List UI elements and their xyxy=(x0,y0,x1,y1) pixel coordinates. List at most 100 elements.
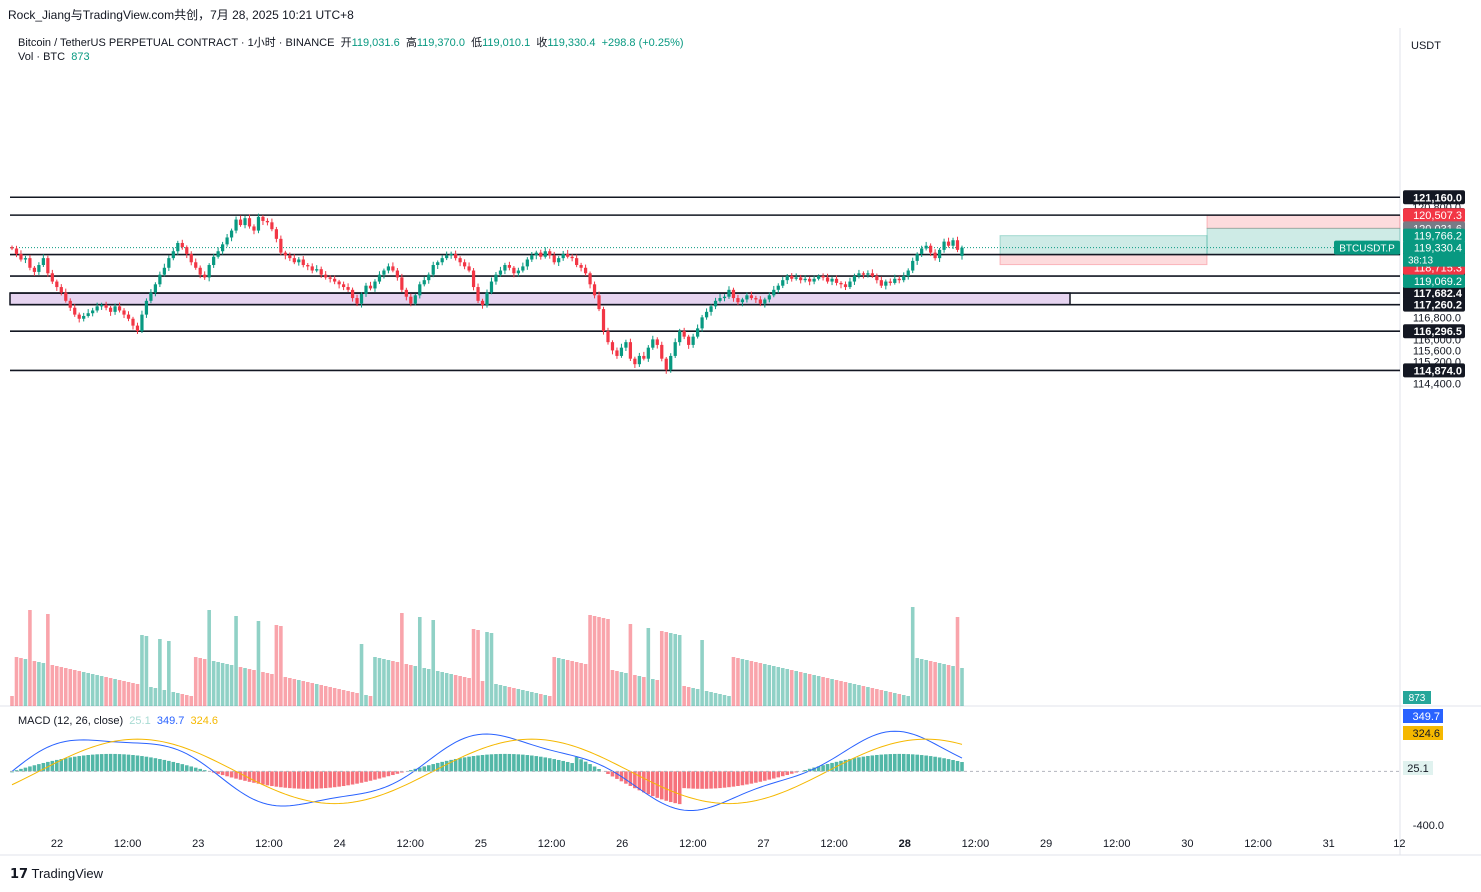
macd-hist-bar xyxy=(341,771,346,787)
volume-bar xyxy=(46,614,50,706)
macd-hist-bar xyxy=(72,756,77,772)
volume-bar xyxy=(530,692,534,706)
candle-body xyxy=(566,254,570,257)
macd-hist-bar xyxy=(202,770,207,772)
volume-bar xyxy=(579,663,583,706)
macd-hist-bar xyxy=(28,766,32,772)
macd-hist-bar xyxy=(821,765,825,772)
candle-body xyxy=(140,314,144,332)
macd-hist-bar xyxy=(86,755,90,772)
macd-hist-bar xyxy=(81,755,86,772)
volume-bar xyxy=(601,618,606,706)
volume-bar xyxy=(404,664,409,706)
close-value: 119,330.4 xyxy=(547,37,596,49)
macd-hist-bar xyxy=(892,753,897,772)
candle-body xyxy=(816,276,821,279)
macd-hist-bar xyxy=(789,771,794,774)
candle-body xyxy=(418,284,422,296)
candle-body xyxy=(722,296,727,299)
candle-body xyxy=(467,266,471,271)
candle-body xyxy=(664,358,668,370)
volume-bar xyxy=(794,671,798,706)
candle-body xyxy=(861,273,866,275)
macd-hist-bar xyxy=(794,771,798,773)
candle-body xyxy=(924,245,928,249)
volume-legend: Vol · BTC 873 xyxy=(18,51,90,63)
macd-hist-bar xyxy=(915,754,919,772)
volume-bar xyxy=(122,681,126,706)
macd-hist-bar xyxy=(534,756,539,772)
macd-hist-bar xyxy=(512,754,516,772)
volume-bar xyxy=(960,668,964,706)
candle-body xyxy=(709,306,713,312)
symbol-tag xyxy=(1334,240,1400,255)
macd-badge xyxy=(1403,709,1443,723)
candle-body xyxy=(575,258,579,266)
candle-body xyxy=(449,254,453,256)
low-value: 119,010.1 xyxy=(482,37,531,49)
macd-hist-bar xyxy=(713,771,718,789)
macd-hist-bar xyxy=(745,771,749,785)
candle-body xyxy=(404,289,408,297)
volume-bar xyxy=(547,696,552,706)
candle-body xyxy=(530,255,534,260)
macd-hist-bar xyxy=(727,771,731,788)
x-tick-label: 12 xyxy=(1393,838,1405,850)
candle-body xyxy=(59,287,63,293)
candle-body xyxy=(113,306,117,312)
volume-bar xyxy=(901,695,906,706)
macd-hist-bar xyxy=(350,771,355,785)
volume-bar xyxy=(928,661,933,706)
macd-hist-bar xyxy=(382,771,386,778)
macd-hist-bar xyxy=(888,754,893,772)
macd-hist-bar xyxy=(588,764,592,772)
candle-body xyxy=(19,254,23,260)
volume-bar xyxy=(884,691,888,706)
level-badge xyxy=(1403,297,1465,312)
volume-bar xyxy=(480,681,485,706)
macd-hist-bar xyxy=(122,754,126,772)
volume-bar xyxy=(924,660,928,706)
volume-bar xyxy=(314,684,319,706)
volume-bar xyxy=(216,662,220,706)
candle-body xyxy=(704,311,709,318)
macd-hist-bar xyxy=(530,755,534,772)
volume-bar xyxy=(740,659,745,706)
candle-body xyxy=(104,304,108,308)
volume-bar xyxy=(633,675,637,706)
change-value: +298.8 (+0.25%) xyxy=(601,37,684,49)
volume-bar xyxy=(798,672,803,706)
volume-bar xyxy=(158,639,162,706)
symbol-name[interactable]: Bitcoin / TetherUS PERPETUAL CONTRACT · … xyxy=(18,37,335,49)
volume-bar xyxy=(476,630,480,706)
candle-body xyxy=(229,230,234,238)
macd-hist-bar xyxy=(664,771,669,801)
open-label: 开 xyxy=(340,37,352,49)
macd-label[interactable]: MACD (12, 26, close) xyxy=(18,715,124,727)
volume-bar xyxy=(686,687,691,706)
volume-bar xyxy=(852,684,857,706)
candle-body xyxy=(203,274,207,278)
candle-body xyxy=(471,270,476,288)
macd-hist-bar xyxy=(59,759,64,772)
candle-body xyxy=(82,315,86,319)
candle-body xyxy=(55,281,59,288)
macd-hist-bar xyxy=(812,767,816,772)
macd-hist-bar xyxy=(785,771,790,775)
x-tick-label: 12:00 xyxy=(962,838,990,850)
macd-hist-bar xyxy=(305,771,310,789)
candle-body xyxy=(785,276,789,281)
macd-hist-bar xyxy=(579,759,583,772)
macd-hist-bar xyxy=(933,756,937,772)
macd-hist-bar xyxy=(176,763,180,772)
macd-hist-bar xyxy=(736,771,740,786)
volume-bar xyxy=(561,659,565,706)
volume-label[interactable]: Vol · BTC xyxy=(18,51,66,63)
macd-hist-bar xyxy=(50,760,55,772)
candle-body xyxy=(731,289,736,299)
macd-hist-bar xyxy=(162,759,167,772)
candle-body xyxy=(583,267,588,274)
candle-body xyxy=(489,281,494,293)
tradingview-brand[interactable]: 𝟭𝟳 TradingView xyxy=(10,866,103,882)
